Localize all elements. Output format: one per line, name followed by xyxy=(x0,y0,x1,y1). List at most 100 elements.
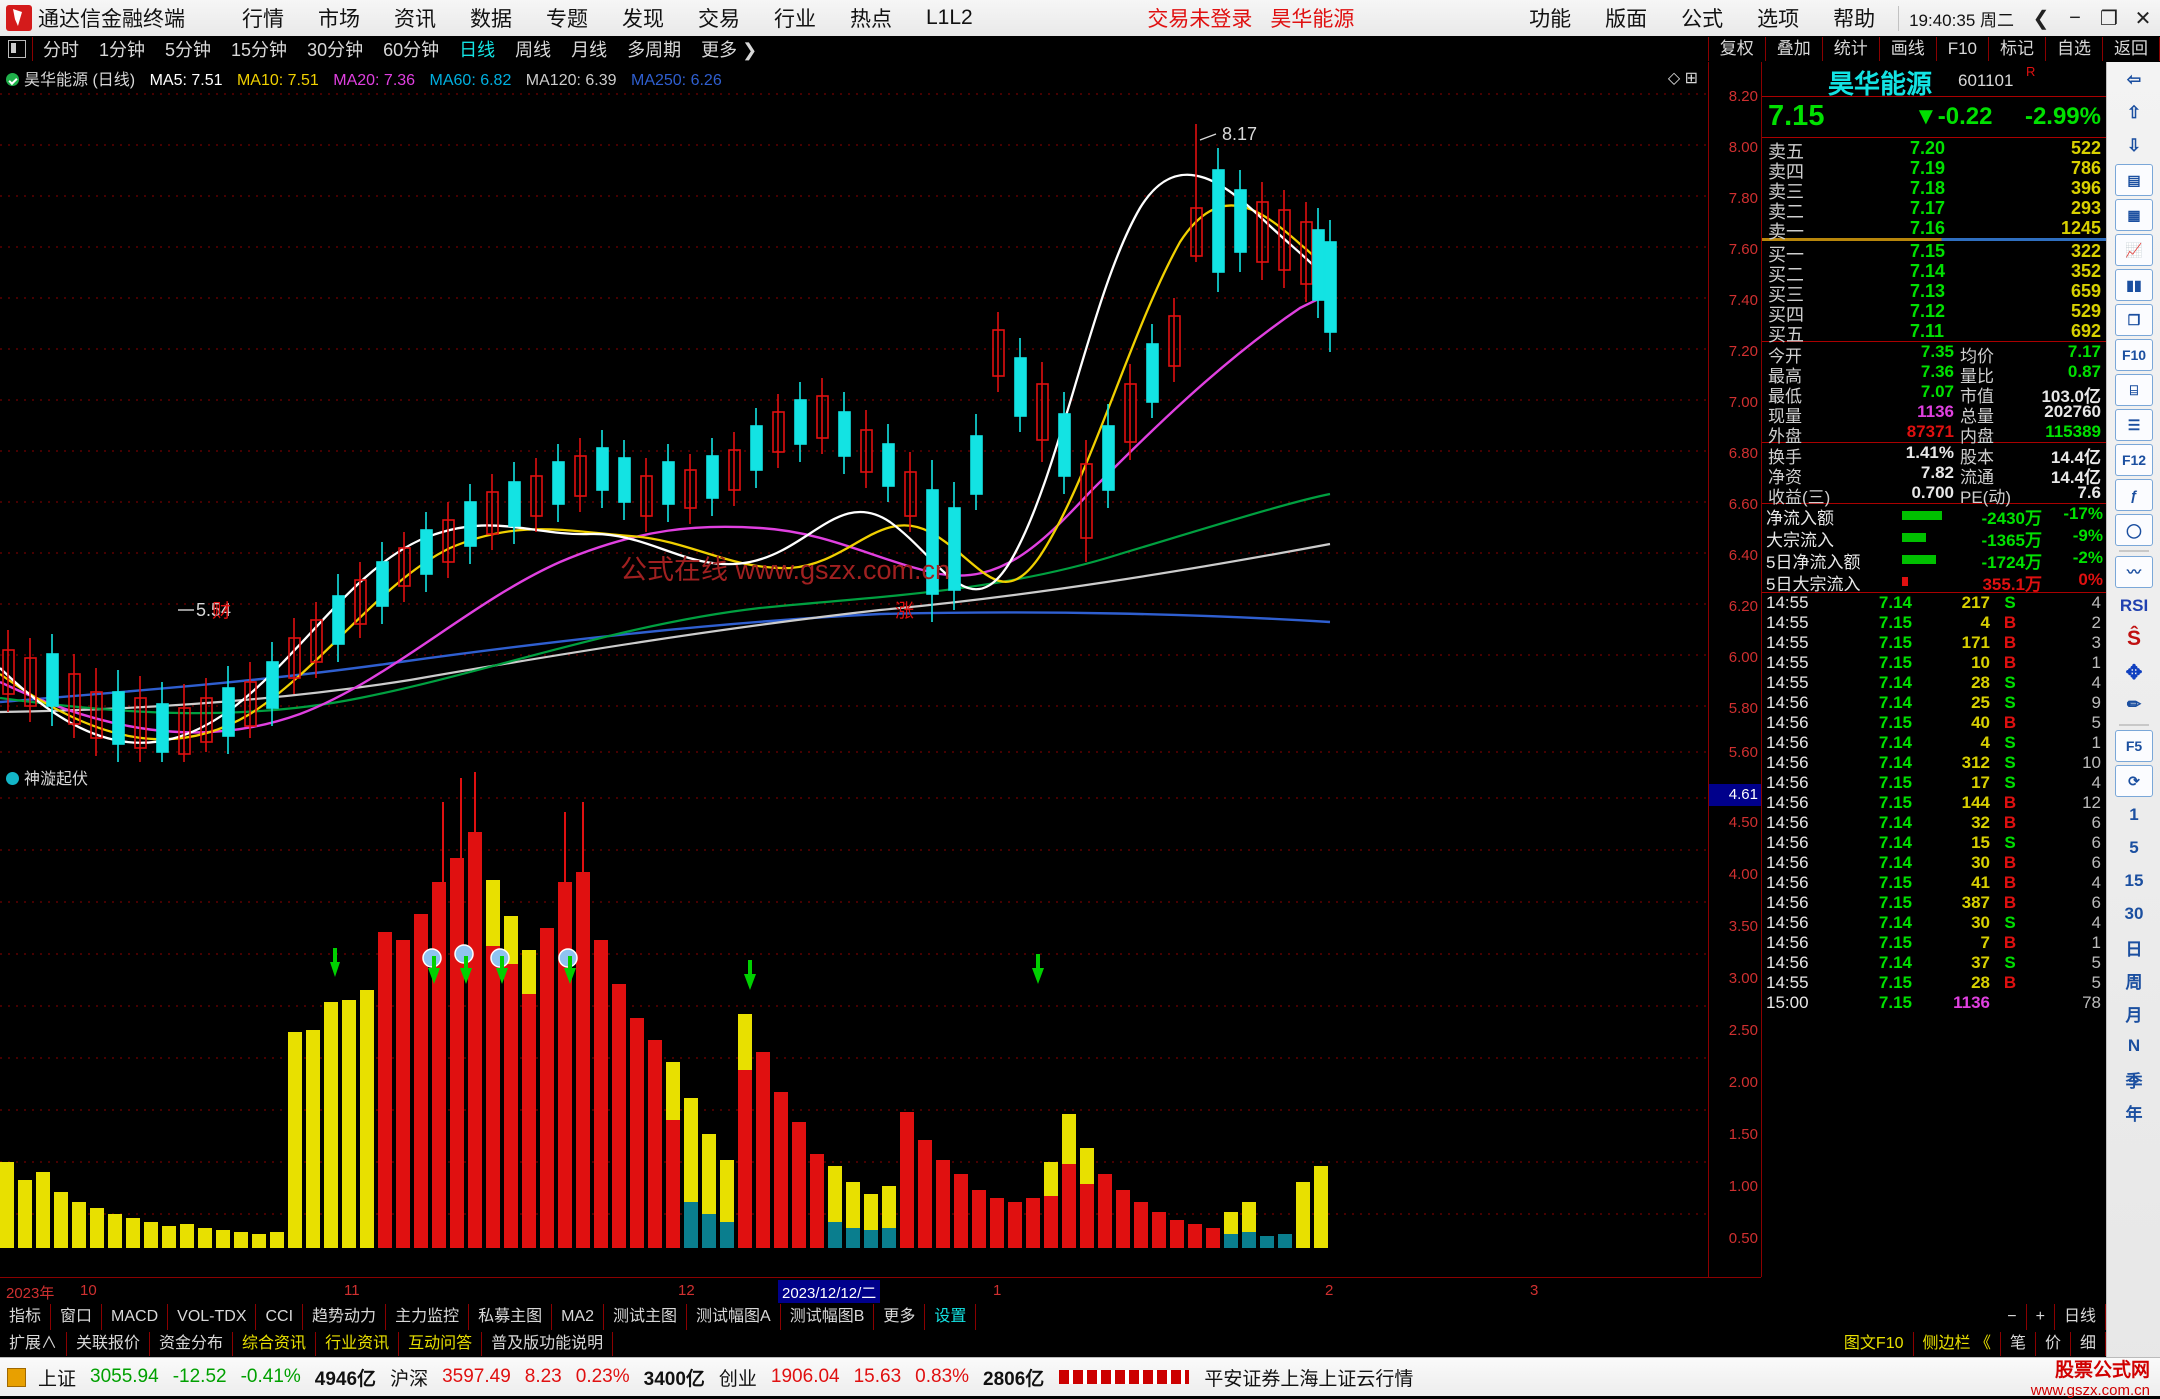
up-arrow-icon[interactable]: ⇧ xyxy=(2126,103,2142,122)
ask-level-5[interactable]: 卖五 7.20 522 xyxy=(1762,138,2107,162)
wave-icon[interactable]: 〰 xyxy=(2115,556,2153,588)
indicator-simuzhutu[interactable]: 私募主图 xyxy=(469,1304,553,1330)
period-fenshi[interactable]: 分时 xyxy=(43,40,79,60)
indicator-zhulijiankong[interactable]: 主力监控 xyxy=(386,1304,470,1330)
rail-letter-year[interactable]: 年 xyxy=(2125,1104,2143,1124)
f10-icon[interactable]: F10 xyxy=(2115,339,2153,371)
index-cy-name[interactable]: 创业 xyxy=(718,1368,757,1390)
menu-item-zixun[interactable]: 资讯 xyxy=(394,8,436,31)
back-arrow-icon[interactable]: ⇦ xyxy=(2126,70,2142,89)
ask-level-4[interactable]: 卖四 7.19 786 xyxy=(1762,158,2107,182)
rail-letter-month[interactable]: 月 xyxy=(2125,1005,2143,1025)
menu-item-shichang[interactable]: 市场 xyxy=(318,8,360,31)
s-symbol-icon[interactable]: Ŝ xyxy=(2126,627,2141,650)
period-more[interactable]: 更多 ❯ xyxy=(701,40,758,60)
indicator-voltdx[interactable]: VOL-TDX xyxy=(168,1304,257,1330)
ext-fine[interactable]: 细 xyxy=(2071,1332,2106,1356)
ext-pujiban[interactable]: 普及版功能说明 xyxy=(482,1332,614,1356)
bid-level-5[interactable]: 买五 7.11 692 xyxy=(1762,321,2107,345)
refresh-icon[interactable]: ⟳ xyxy=(2115,765,2153,797)
menu-item-jiaoyi[interactable]: 交易 xyxy=(698,8,740,31)
indicator-ceshizhutu[interactable]: 测试主图 xyxy=(604,1304,688,1330)
menu-item-xuanxiang[interactable]: 选项 xyxy=(1757,8,1800,31)
trend-chart-icon[interactable]: 📈 xyxy=(2115,234,2153,266)
period-weekly[interactable]: 周线 xyxy=(515,40,552,60)
indicator-zhibiao[interactable]: 指标 xyxy=(0,1304,52,1330)
rail-letter-day[interactable]: 日 xyxy=(2125,939,2143,959)
rail-num-15[interactable]: 15 xyxy=(2124,871,2144,890)
toolbar-tongji[interactable]: 统计 xyxy=(1821,37,1879,61)
status-app-icon[interactable] xyxy=(7,1367,26,1387)
rail-num-30[interactable]: 30 xyxy=(2124,904,2144,923)
tick-list[interactable]: 14:55 7.14 217 S 4 14:55 7.15 4 B 2 14:55 7.15 171… xyxy=(1762,593,2107,1013)
indicator-macd[interactable]: MACD xyxy=(102,1304,169,1330)
period-daily[interactable]: 日线 xyxy=(459,40,496,60)
indicator-gengduo[interactable]: 更多 xyxy=(874,1304,926,1330)
ext-kuozhan[interactable]: 扩展∧ xyxy=(0,1332,68,1356)
ext-guanlianbaojia[interactable]: 关联报价 xyxy=(67,1332,151,1356)
toolbar-f10[interactable]: F10 xyxy=(1935,37,1988,61)
rail-letter-n[interactable]: N xyxy=(2127,1036,2141,1055)
window-close-icon[interactable]: ✕ xyxy=(2134,7,2152,30)
toolbar-zixuan[interactable]: 自选 xyxy=(2045,37,2102,61)
rail-letter-quarter[interactable]: 季 xyxy=(2125,1071,2143,1091)
window-minimize-icon[interactable]: − xyxy=(2069,6,2081,29)
kline-main-chart[interactable]: 昊华能源 (日线) MA5: 7.51 MA10: 7.51 MA20: 7.3… xyxy=(0,62,1708,762)
indicator-ma2[interactable]: MA2 xyxy=(552,1304,604,1330)
menu-item-banmian[interactable]: 版面 xyxy=(1605,8,1648,31)
indicator-shezhi[interactable]: 设置 xyxy=(925,1304,977,1330)
period-5min[interactable]: 5分钟 xyxy=(165,40,212,60)
period-1min[interactable]: 1分钟 xyxy=(99,40,146,60)
period-monthly[interactable]: 月线 xyxy=(571,40,608,60)
trade-login-status[interactable]: 交易未登录 xyxy=(1147,8,1253,31)
rail-num-5[interactable]: 5 xyxy=(2129,838,2139,857)
menu-item-hangye[interactable]: 行业 xyxy=(774,8,816,31)
candle-chart-icon[interactable]: ▮▮ xyxy=(2115,269,2153,301)
ext-sidebar-toggle[interactable]: 侧边栏 《 xyxy=(1914,1332,2001,1356)
menu-item-zhuanti[interactable]: 专题 xyxy=(546,8,588,31)
current-stock-label[interactable]: 昊华能源 xyxy=(1270,8,1355,31)
down-arrow-icon[interactable]: ⇩ xyxy=(2126,136,2142,155)
multi-window-icon[interactable]: ❐ xyxy=(2115,304,2153,336)
sub-chart-toggle-icon[interactable] xyxy=(6,772,19,785)
quote-board-icon[interactable]: ▦ xyxy=(2115,199,2153,231)
bid-level-3[interactable]: 买三 7.13 659 xyxy=(1762,281,2107,305)
period-15min[interactable]: 15分钟 xyxy=(231,40,288,60)
ext-hangyezixun[interactable]: 行业资讯 xyxy=(316,1332,400,1356)
toolbar-fuquan[interactable]: 复权 xyxy=(1707,37,1765,61)
zoom-in-button[interactable]: + xyxy=(2027,1304,2055,1330)
toolbar-huaxian[interactable]: 画线 xyxy=(1878,37,1936,61)
ask-level-1[interactable]: 卖一 7.16 1245 xyxy=(1762,218,2107,242)
bid-level-2[interactable]: 买二 7.14 352 xyxy=(1762,261,2107,285)
bid-level-1[interactable]: 买一 7.15 322 xyxy=(1762,241,2107,265)
index-sh-name[interactable]: 上证 xyxy=(38,1368,77,1390)
formula-fx-icon[interactable]: ƒ xyxy=(2115,479,2153,511)
indicator-ceshifutua[interactable]: 测试幅图A xyxy=(687,1304,781,1330)
menu-item-bangzhu[interactable]: 帮助 xyxy=(1833,8,1876,31)
date-axis[interactable]: 2023年 10 11 12 1 2 3 2023/12/12/二 xyxy=(0,1277,1761,1305)
window-back-icon[interactable]: ❮ xyxy=(2032,7,2050,30)
tree-view-icon[interactable]: ⌸ xyxy=(2115,374,2153,406)
period-30min[interactable]: 30分钟 xyxy=(307,40,364,60)
circle-icon[interactable]: ◯ xyxy=(2115,514,2153,546)
pencil-icon[interactable]: ✏ xyxy=(2126,695,2142,714)
self-select-icon[interactable]: ☰ xyxy=(2115,409,2153,441)
menu-item-gongshi[interactable]: 公式 xyxy=(1681,8,1724,31)
layout-toggle-icon[interactable] xyxy=(8,40,26,58)
move-icon[interactable]: ✥ xyxy=(2125,661,2143,684)
menu-item-gongneng[interactable]: 功能 xyxy=(1529,8,1572,31)
toolbar-diejia[interactable]: 叠加 xyxy=(1764,37,1822,61)
toolbar-fanhui[interactable]: 返回 xyxy=(2102,37,2160,61)
chart-period-label[interactable]: 日线 xyxy=(2055,1304,2106,1330)
sub-indicator-chart[interactable]: 神漩起伏 xyxy=(0,762,1708,1277)
chart-corner-icons[interactable]: ◇ ⊞ xyxy=(1667,70,1698,87)
rail-letter-week[interactable]: 周 xyxy=(2125,972,2143,992)
toolbar-biaoji[interactable]: 标记 xyxy=(1988,37,2045,61)
menu-item-faxian[interactable]: 发现 xyxy=(622,8,664,31)
ext-f10-link[interactable]: 图文F10 xyxy=(1835,1332,1914,1356)
bid-level-4[interactable]: 买四 7.12 529 xyxy=(1762,301,2107,325)
ext-price[interactable]: 价 xyxy=(2036,1332,2071,1356)
ask-level-2[interactable]: 卖二 7.17 293 xyxy=(1762,198,2107,222)
period-60min[interactable]: 60分钟 xyxy=(383,40,440,60)
ext-zijinfenbu[interactable]: 资金分布 xyxy=(150,1332,234,1356)
